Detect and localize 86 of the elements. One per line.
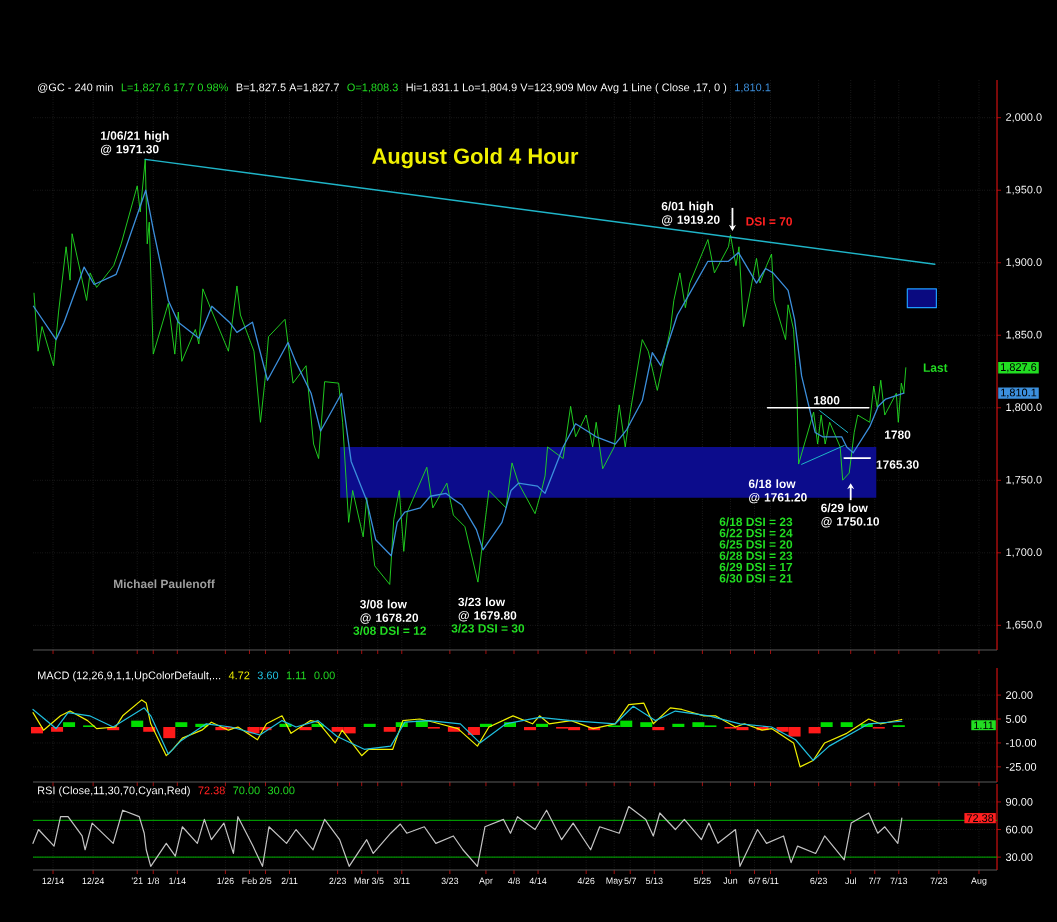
- y-tick-label: 60.00: [1006, 825, 1033, 834]
- y-tick-label: -25.00: [1006, 762, 1037, 771]
- annotation: 1.11: [974, 721, 994, 729]
- annotation: 30.00: [267, 786, 295, 795]
- x-tick-label: 3/5: [371, 877, 384, 885]
- x-tick-label: 2/11: [281, 877, 298, 885]
- x-tick-label: 12/14: [42, 877, 64, 885]
- x-tick-label: Aug: [971, 877, 987, 886]
- x-tick-label: 2/5: [259, 877, 272, 885]
- y-tick-label: 1,800.0: [1006, 403, 1042, 413]
- x-tick-label: 6/23: [810, 877, 827, 885]
- annotation: Last: [923, 363, 948, 372]
- annotation: 70.00: [233, 786, 260, 795]
- annotation: 3.60: [257, 671, 279, 680]
- x-tick-label: 3/23: [441, 877, 459, 885]
- annotation: 6/28 DSI = 23: [719, 551, 793, 561]
- annotation: 72.38: [198, 786, 225, 795]
- x-tick-label: 6/7: [748, 877, 761, 885]
- annotation: O=1,808.3: [347, 83, 398, 93]
- text: 1,810.1: [1001, 388, 1037, 398]
- annotation: DSI = 70: [746, 217, 792, 226]
- y-tick-label: 1,950.0: [1006, 185, 1042, 195]
- x-tick-label: 1/14: [169, 877, 186, 885]
- x-tick-label: 4/26: [577, 877, 595, 885]
- annotation: 3/08 low @ 1678.20: [360, 599, 419, 624]
- y-tick-label: 1,700.0: [1006, 548, 1042, 558]
- annotation: 6/25 DSI = 20: [719, 539, 793, 549]
- x-tick-label: 1/26: [217, 877, 234, 885]
- annotation: MACD (12,26,9,1,1,UpColorDefault,...: [38, 671, 221, 682]
- x-tick-label: 4/14: [529, 877, 547, 885]
- y-tick-label: 1,750.0: [1006, 475, 1042, 485]
- annotation: 6/29 low @ 1750.10: [821, 503, 880, 528]
- x-tick-label: 7/13: [890, 877, 908, 885]
- annotation: 6/18 low @ 1761.20: [748, 479, 807, 504]
- x-tick-label: 12/24: [82, 877, 105, 885]
- annotation: 1800: [814, 396, 840, 405]
- annotation: 1.11: [286, 671, 306, 680]
- annotation: RSI (Close,11,30,70,Cyan,Red): [38, 786, 190, 797]
- text: 1,827.6: [1001, 363, 1037, 373]
- x-tick-label: Jun: [723, 877, 738, 884]
- x-tick-label: 7/7: [868, 877, 881, 885]
- annotation: 6/30 DSI = 21: [719, 573, 793, 583]
- annotation: L=1,827.6 17.7 0.98%: [121, 83, 229, 93]
- x-tick-label: Feb: [242, 877, 257, 885]
- annotation: 1/06/21 high @ 1971.30: [100, 131, 169, 156]
- annotation: 6/29 DSI = 17: [719, 562, 793, 572]
- x-tick-label: Mar: [354, 877, 370, 884]
- x-tick-label: '21: [131, 877, 143, 884]
- x-tick-label: 5/25: [694, 877, 711, 885]
- y-tick-label: 1,900.0: [1006, 258, 1042, 268]
- y-tick-label: 1,650.0: [1006, 620, 1042, 630]
- y-tick-label: 1,850.0: [1006, 330, 1042, 340]
- annotation: 3/23 low @ 1679.80: [458, 597, 517, 622]
- annotation: 72.38: [966, 814, 994, 823]
- y-tick-label: 2,000.0: [1006, 113, 1042, 123]
- x-tick-label: 5/13: [645, 877, 663, 885]
- y-tick-label: 5.00: [1005, 715, 1027, 723]
- x-tick-label: 3/11: [393, 877, 410, 885]
- annotation: B=1,827.5 A=1,827.7: [236, 83, 339, 93]
- annotation: 6/18 DSI = 23: [719, 517, 793, 527]
- annotation: 0.00: [314, 671, 335, 680]
- annotation: 6/22 DSI = 24: [719, 528, 793, 538]
- x-tick-label: 6/11: [762, 877, 779, 885]
- x-tick-label: Apr: [478, 877, 493, 886]
- text: August Gold 4 Hour: [372, 147, 579, 169]
- x-tick-label: May: [606, 877, 623, 886]
- y-tick-label: -10.00: [1006, 739, 1037, 747]
- y-tick-label: 30.00: [1005, 853, 1033, 861]
- annotation: @GC - 240 min: [38, 83, 113, 93]
- x-tick-label: 5/7: [624, 877, 637, 885]
- annotation: 4.72: [228, 671, 250, 680]
- annotation: 3/23 DSI = 30: [451, 623, 525, 633]
- annotation: Michael Paulenoff: [114, 579, 215, 589]
- y-tick-label: 90.00: [1006, 798, 1033, 806]
- x-tick-label: 2/23: [329, 877, 346, 885]
- annotation: 6/01 high @ 1919.20: [661, 201, 720, 226]
- y-tick-label: 20.00: [1006, 691, 1033, 699]
- x-tick-label: Jul: [845, 877, 856, 885]
- annotation: 3/08 DSI = 12: [353, 626, 426, 636]
- annotation: Hi=1,831.1 Lo=1,804.9 V=123,909 Mov Avg 1 Line ( Close ,17, 0 ): [406, 83, 727, 94]
- x-tick-label: 4/8: [507, 877, 520, 885]
- x-tick-label: 1/8: [147, 877, 160, 885]
- annotation: 1780: [885, 430, 911, 439]
- annotation: 1,810.1: [735, 83, 771, 93]
- annotation: 1765.30: [876, 460, 919, 469]
- x-tick-label: 7/23: [930, 877, 948, 885]
